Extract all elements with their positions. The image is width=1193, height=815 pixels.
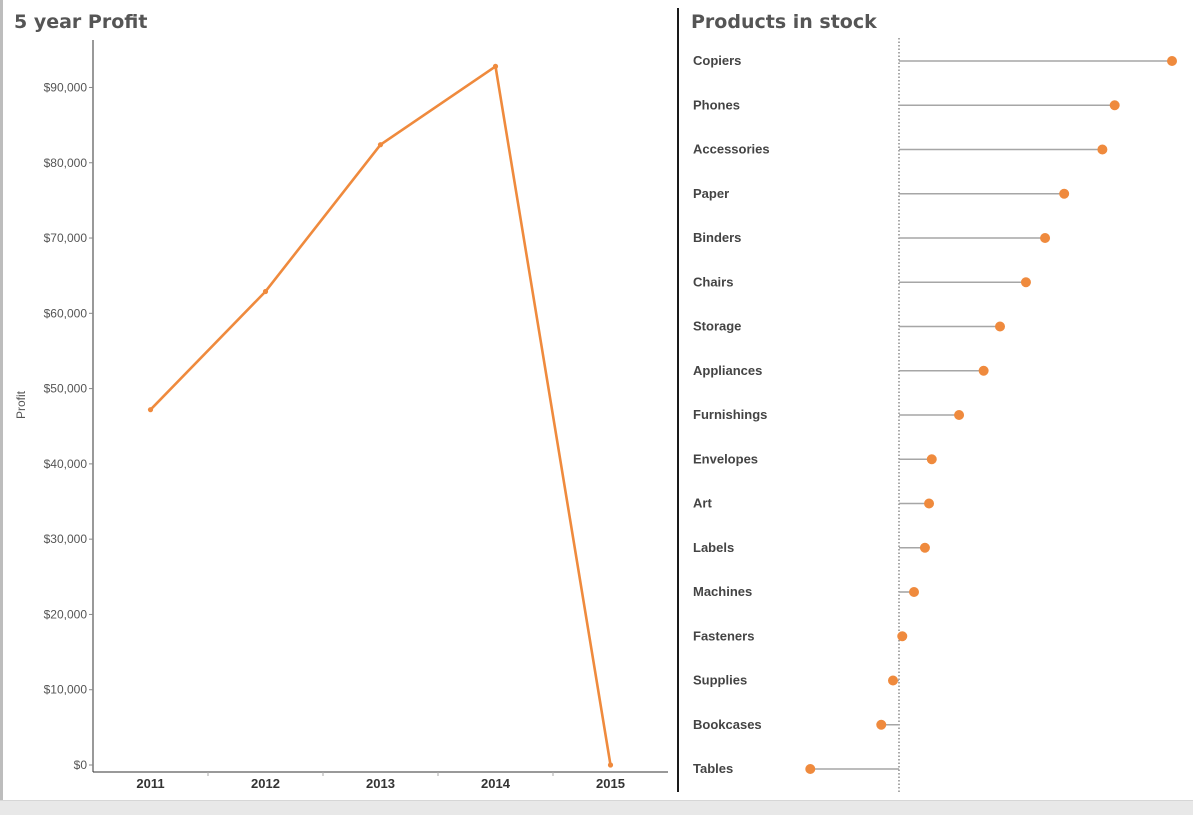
lollipop-dot — [909, 587, 920, 597]
panel-divider — [677, 8, 679, 792]
lollipop-dot — [926, 454, 937, 465]
category-label: Chairs — [693, 274, 733, 289]
lollipop-dot — [995, 321, 1006, 332]
window-left-edge — [0, 0, 3, 800]
category-label: Binders — [693, 230, 741, 245]
lollipop-dot — [1040, 233, 1051, 243]
y-tick-label: $80,000 — [44, 156, 88, 170]
profit-point — [147, 407, 154, 413]
category-label: Art — [693, 496, 712, 511]
lollipop-dot — [887, 675, 898, 686]
y-tick-label: $90,000 — [44, 80, 88, 94]
y-tick-label: $20,000 — [44, 607, 88, 621]
x-tick-label: 2013 — [366, 776, 395, 791]
lollipop-dot — [919, 542, 930, 553]
category-label: Storage — [693, 319, 741, 334]
lollipop-dot — [1020, 277, 1031, 288]
category-label: Machines — [693, 584, 752, 599]
category-label: Bookcases — [693, 717, 762, 732]
y-tick-label: $60,000 — [44, 306, 88, 320]
y-tick-label: $50,000 — [44, 382, 88, 396]
y-tick-label: $10,000 — [44, 683, 88, 697]
y-tick-label: $40,000 — [44, 457, 88, 471]
lollipop-dot — [924, 498, 935, 509]
lollipop-dot — [805, 764, 816, 774]
category-label: Fasteners — [693, 628, 754, 643]
lollipop-dot — [897, 631, 908, 642]
category-label: Copiers — [693, 53, 741, 68]
category-label: Appliances — [693, 363, 762, 378]
lollipop-dot — [978, 365, 989, 376]
y-tick-label: $30,000 — [44, 532, 88, 546]
profit-point — [607, 762, 614, 768]
lollipop-dot — [1097, 144, 1108, 155]
category-label: Labels — [693, 540, 734, 555]
y-tick-label: $0 — [74, 758, 88, 772]
category-label: Accessories — [693, 142, 770, 157]
category-label: Paper — [693, 186, 729, 201]
lollipop-dot — [876, 719, 887, 730]
category-label: Supplies — [693, 673, 747, 688]
profit-point — [262, 288, 269, 295]
x-tick-label: 2015 — [596, 776, 625, 791]
x-tick-label: 2014 — [481, 776, 511, 791]
lollipop-chart-title: Products in stock — [691, 11, 877, 33]
category-label: Phones — [693, 97, 740, 112]
profit-point — [492, 63, 499, 69]
lollipop-dot — [1059, 188, 1070, 199]
profit-point — [377, 142, 384, 148]
line-chart-title: 5 year Profit — [14, 11, 148, 33]
lollipop-dot — [1167, 56, 1177, 66]
profit-line — [149, 65, 612, 766]
y-axis-title: Profit — [14, 390, 28, 419]
lollipop-dot — [1109, 100, 1120, 111]
y-tick-label: $70,000 — [44, 231, 88, 245]
bottom-scrollbar[interactable] — [0, 800, 1193, 815]
category-label: Tables — [693, 761, 733, 776]
category-label: Furnishings — [693, 407, 767, 422]
lollipop-dot — [954, 410, 965, 420]
category-label: Envelopes — [693, 451, 758, 466]
x-tick-label: 2011 — [136, 776, 164, 791]
x-tick-label: 2012 — [251, 776, 280, 791]
